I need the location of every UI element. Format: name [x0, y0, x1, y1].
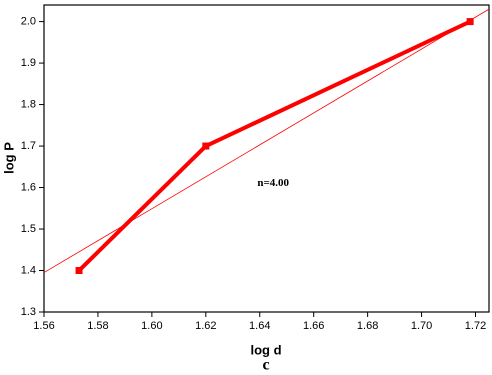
series-line [77, 19, 471, 272]
x-tick-label: 1.62 [195, 320, 216, 332]
marker [466, 18, 474, 26]
x-tick-label: 1.72 [465, 320, 486, 332]
plot-frame [43, 4, 490, 313]
y-tick-label: 1.4 [21, 264, 36, 276]
x-tick-label: 1.60 [141, 320, 162, 332]
y-tick-label: 1.8 [21, 98, 36, 110]
y-tick-label: 1.3 [21, 306, 36, 318]
y-axis-label: log P [1, 142, 16, 174]
series-line [44, 8, 489, 273]
y-tick-label: 1.6 [21, 181, 36, 193]
y-tick-label: 1.9 [21, 57, 36, 69]
marker [202, 142, 210, 150]
y-tick-label: 2.0 [21, 16, 36, 28]
x-tick-label: 1.58 [87, 320, 108, 332]
marker [75, 267, 83, 275]
x-tick-label: 1.66 [303, 320, 324, 332]
x-tick-label: 1.64 [249, 320, 270, 332]
y-tick-label: 1.7 [21, 140, 36, 152]
x-axis-label: log d [250, 342, 281, 357]
caption: c [262, 357, 269, 374]
x-tick-label: 1.56 [33, 320, 54, 332]
x-tick-label: 1.68 [357, 320, 378, 332]
x-tick-label: 1.70 [411, 320, 432, 332]
annotation: n=4.00 [257, 177, 289, 189]
y-tick-label: 1.5 [21, 223, 36, 235]
